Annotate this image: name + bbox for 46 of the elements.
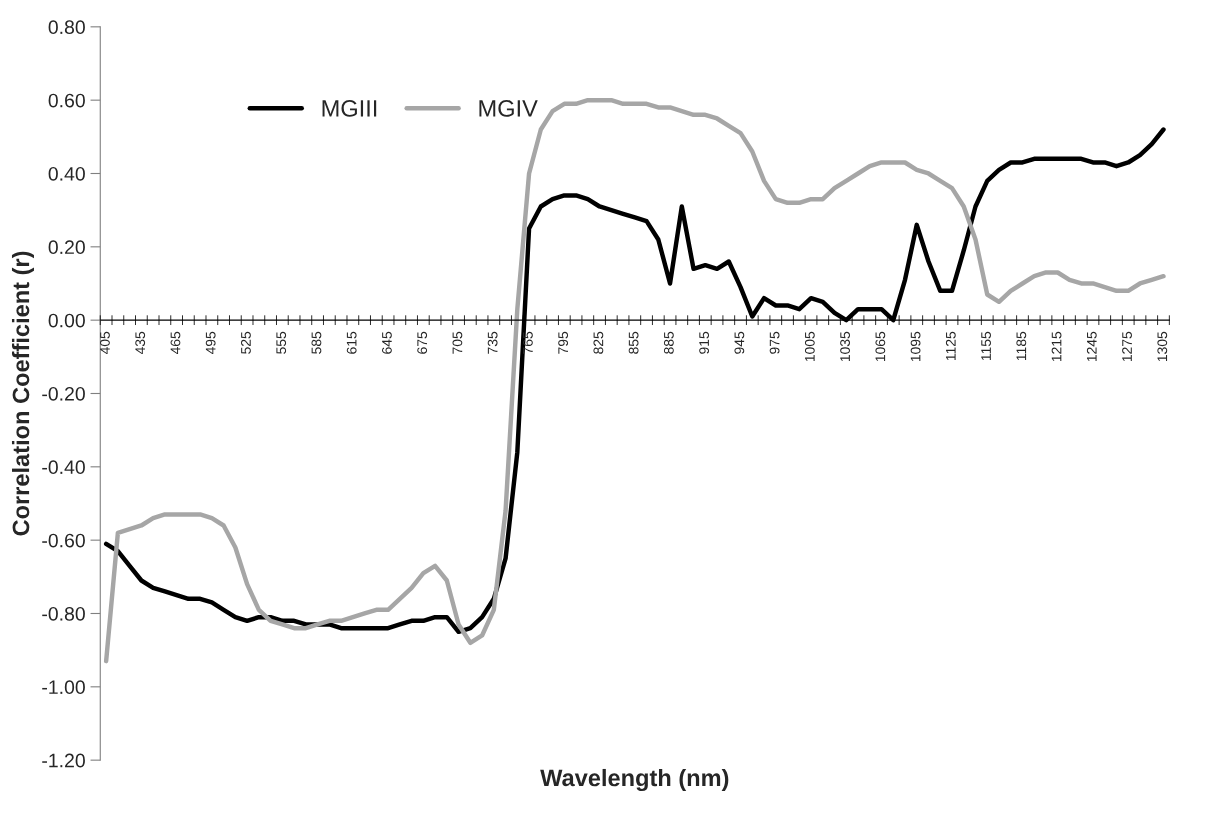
x-tick-label: 855 xyxy=(628,331,639,354)
x-tick-label: 1035 xyxy=(840,331,850,362)
x-tick-label: 1245 xyxy=(1086,331,1097,362)
y-tick-label: 0.60 xyxy=(48,93,85,108)
x-axis-title: Wavelength (nm) xyxy=(540,768,729,792)
x-tick-label: 1065 xyxy=(875,331,886,362)
x-tick-label: 705 xyxy=(452,331,463,354)
y-tick-label: -1.20 xyxy=(42,753,85,768)
x-tick-label: 615 xyxy=(346,331,357,354)
y-tick-label: -0.60 xyxy=(42,533,85,548)
x-tick-label: 585 xyxy=(311,331,322,354)
x-tick-label: 495 xyxy=(205,331,216,355)
y-tick-label: -0.20 xyxy=(42,386,85,401)
y-tick-label: -0.40 xyxy=(42,460,85,475)
x-tick-label: 1185 xyxy=(1016,331,1027,361)
x-tick-label: 795 xyxy=(558,331,569,354)
x-tick-label: 915 xyxy=(699,331,710,354)
y-axis-title: Correlation Coefficient (r) xyxy=(11,251,34,536)
x-tick-label: 645 xyxy=(381,331,392,354)
y-tick-label: 0.00 xyxy=(48,313,85,328)
y-tick-label: 0.20 xyxy=(48,240,85,255)
x-tick-label: 405 xyxy=(100,331,110,355)
x-tick-label: 1005 xyxy=(804,331,815,362)
x-tick-label: 735 xyxy=(487,331,498,354)
x-tick-label: 765 xyxy=(522,331,533,354)
x-tick-label: 675 xyxy=(417,331,428,354)
legend-label: MGIV xyxy=(479,100,538,117)
x-tick-label: 1095 xyxy=(910,331,921,362)
y-tick-label: -1.00 xyxy=(42,680,85,695)
x-tick-label: 555 xyxy=(276,331,287,354)
x-tick-label: 885 xyxy=(663,331,674,354)
x-tick-label: 1215 xyxy=(1051,331,1062,362)
y-tick-label: 0.40 xyxy=(48,166,85,181)
x-tick-label: 945 xyxy=(734,331,745,354)
x-tick-label: 825 xyxy=(593,331,604,354)
x-tick-label: 975 xyxy=(769,331,780,354)
x-tick-label: 1305 xyxy=(1157,331,1168,362)
y-tick-label: -0.80 xyxy=(42,606,85,621)
x-tick-label: 435 xyxy=(135,331,146,355)
x-tick-label: 525 xyxy=(241,331,251,354)
legend-label: MGIII xyxy=(322,100,377,117)
x-tick-label: 1275 xyxy=(1122,331,1132,362)
x-tick-label: 1125 xyxy=(945,331,956,361)
y-tick-label: 0.80 xyxy=(48,20,85,35)
x-tick-label: 465 xyxy=(170,331,181,355)
x-tick-label: 1155 xyxy=(981,331,991,361)
